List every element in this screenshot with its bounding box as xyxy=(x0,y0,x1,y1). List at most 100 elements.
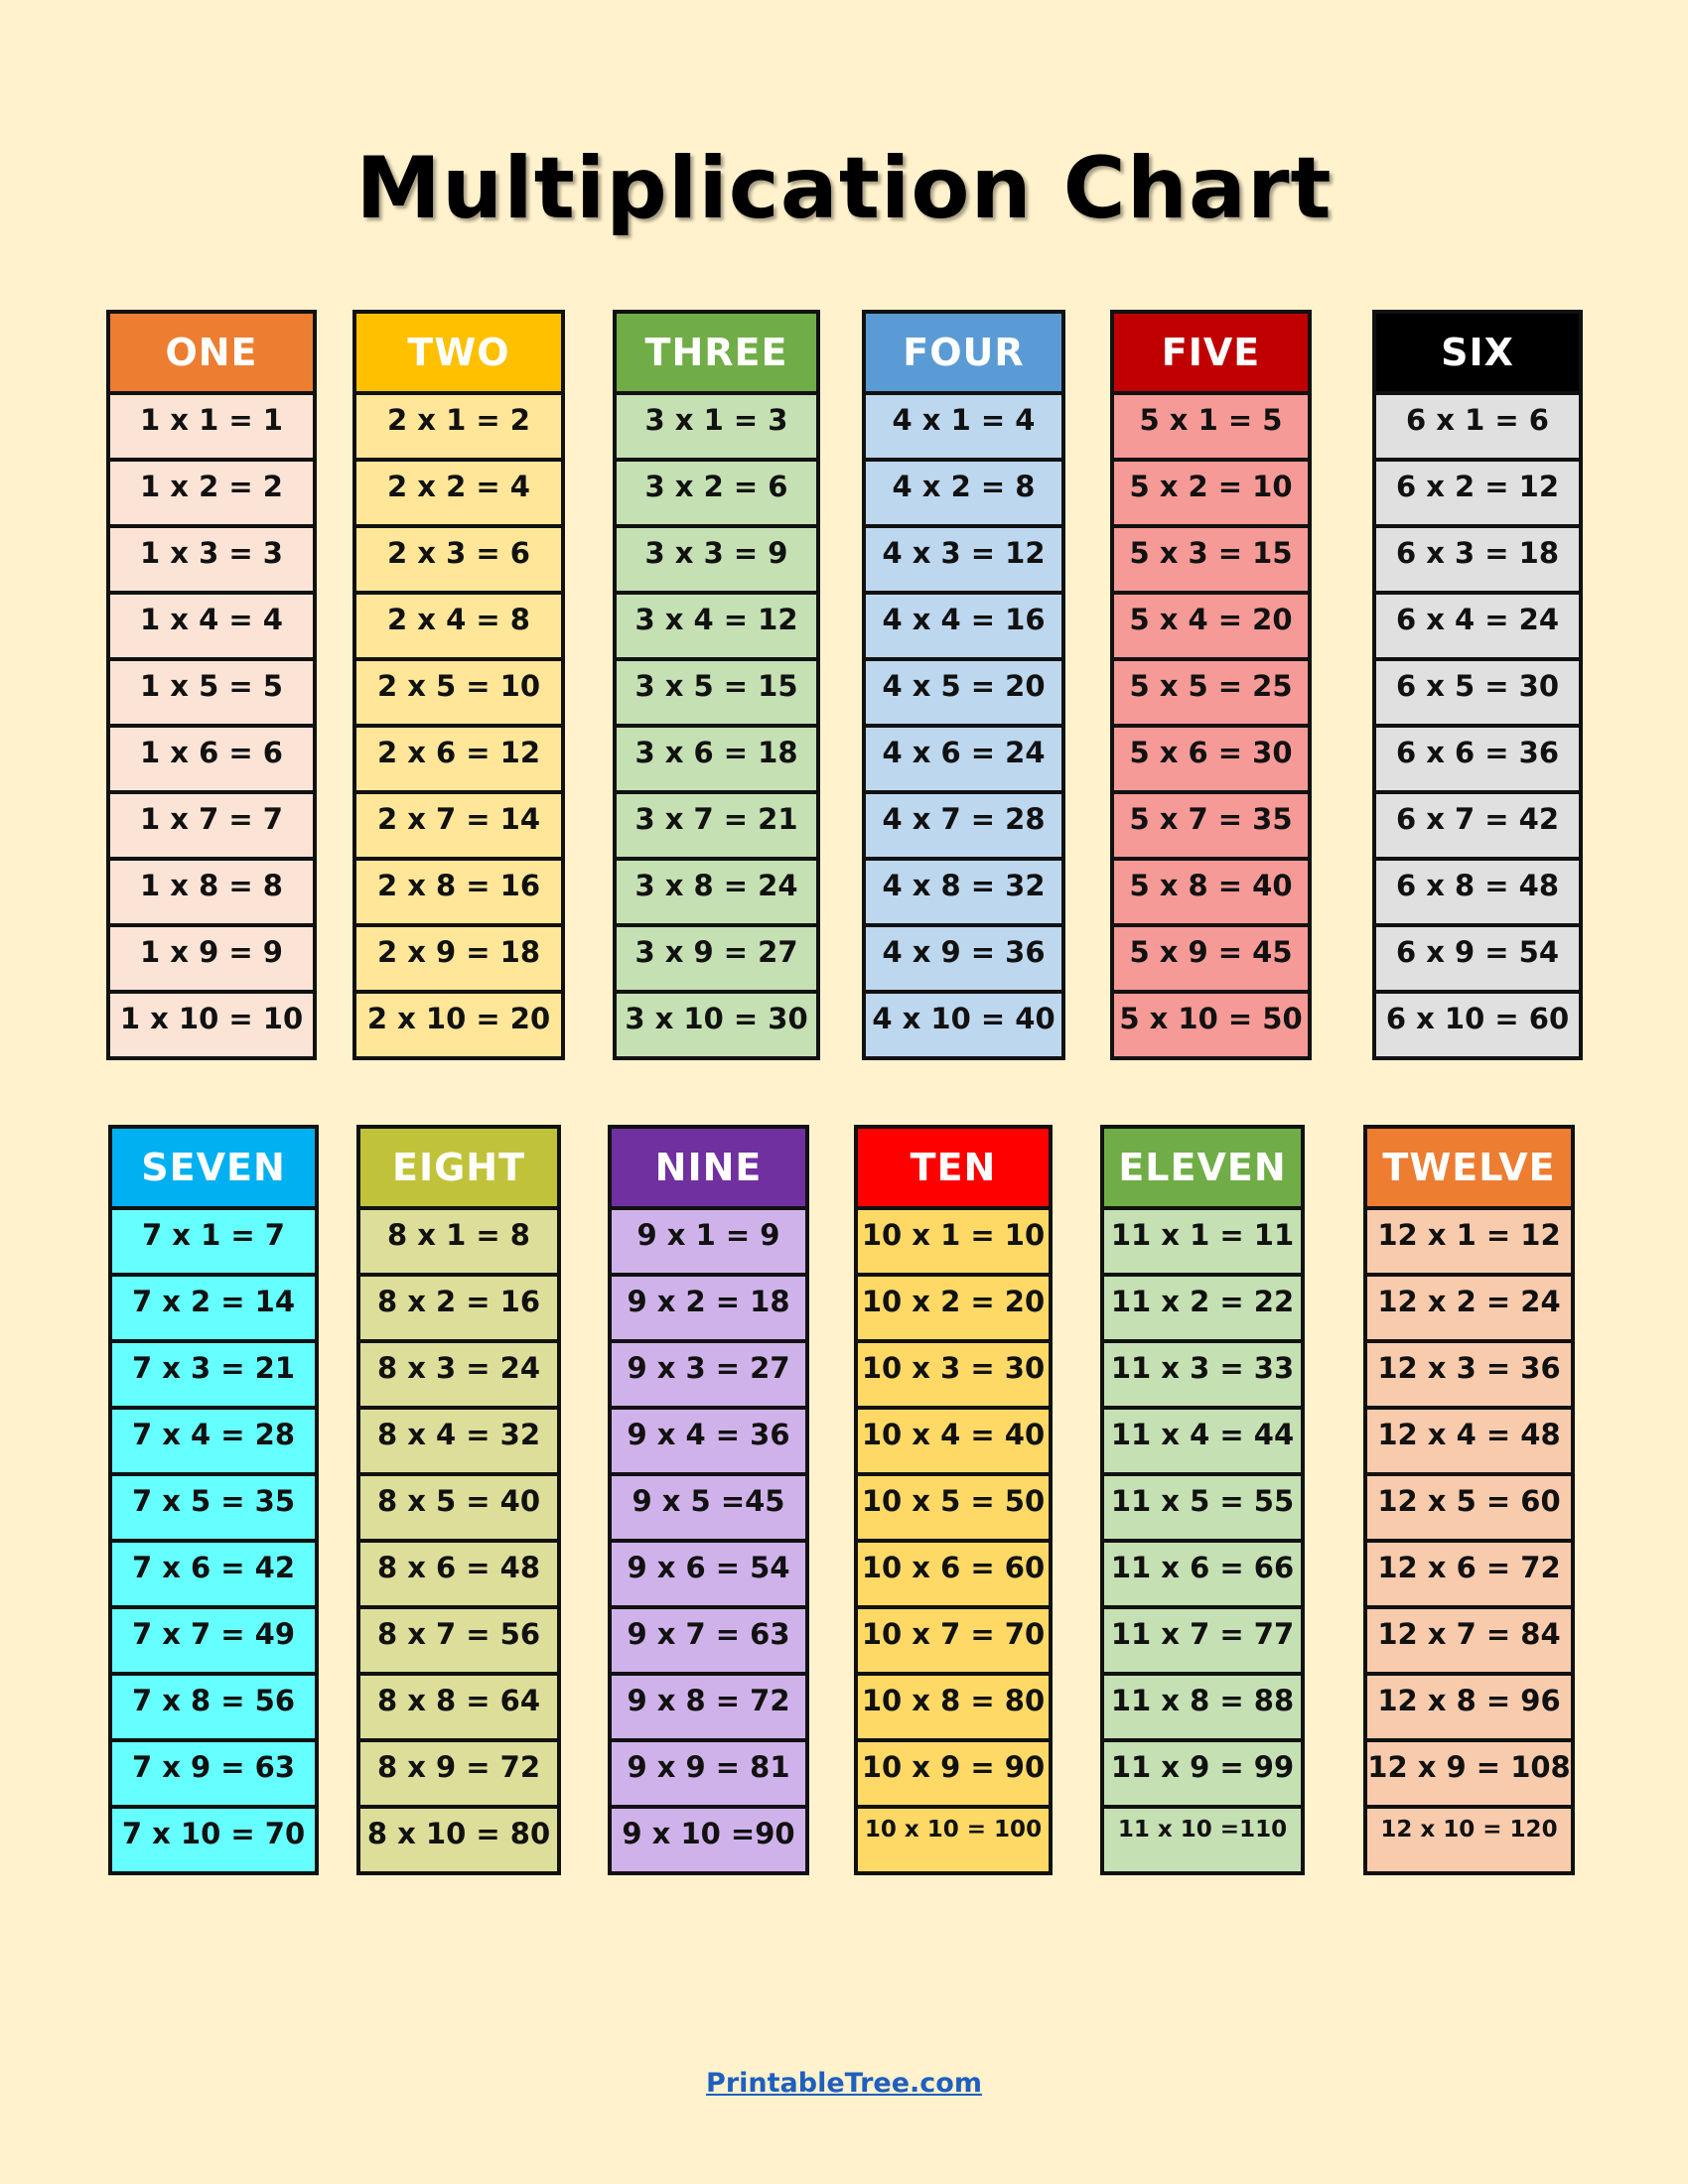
table-row: 11 x 4 = 44 xyxy=(1104,1410,1301,1476)
table-row: 10 x 1 = 10 xyxy=(858,1210,1049,1277)
table-row: 11 x 5 = 55 xyxy=(1104,1476,1301,1543)
table-row: 2 x 9 = 18 xyxy=(356,927,561,994)
table-row: 10 x 5 = 50 xyxy=(858,1476,1049,1543)
table-row: 6 x 2 = 12 xyxy=(1376,462,1579,528)
table-row: 12 x 1 = 12 xyxy=(1367,1210,1571,1277)
table-row: 8 x 6 = 48 xyxy=(360,1543,557,1609)
table-row: 10 x 10 = 100 xyxy=(864,1817,1043,1843)
table-row: 5 x 8 = 40 xyxy=(1114,861,1308,927)
table-row: 4 x 1 = 4 xyxy=(866,395,1061,462)
table-row: 5 x 3 = 15 xyxy=(1114,528,1308,595)
table-row: 12 x 4 = 48 xyxy=(1367,1410,1571,1476)
table-row: 7 x 7 = 49 xyxy=(112,1609,315,1676)
table-row: 3 x 2 = 6 xyxy=(617,462,816,528)
table-row: 3 x 10 = 30 xyxy=(625,1002,808,1035)
table-row: 5 x 5 = 25 xyxy=(1114,661,1308,728)
table-row: 9 x 5 =45 xyxy=(612,1476,805,1543)
table-row: 6 x 9 = 54 xyxy=(1376,927,1579,994)
table-row: 5 x 1 = 5 xyxy=(1114,395,1308,462)
table-row: 4 x 3 = 12 xyxy=(866,528,1061,595)
table-row: 6 x 5 = 30 xyxy=(1376,661,1579,728)
table-header: FOUR xyxy=(866,314,1061,395)
table-row: 8 x 4 = 32 xyxy=(360,1410,557,1476)
table-row: 8 x 8 = 64 xyxy=(360,1676,557,1742)
table-row: 1 x 1 = 1 xyxy=(110,395,313,462)
table-row: 5 x 10 = 50 xyxy=(1119,1002,1303,1035)
table-row: 12 x 7 = 84 xyxy=(1367,1609,1571,1676)
table-row: 3 x 3 = 9 xyxy=(617,528,816,595)
table-row: 9 x 3 = 27 xyxy=(612,1343,805,1410)
table-row: 4 x 5 = 20 xyxy=(866,661,1061,728)
table-row: 9 x 8 = 72 xyxy=(612,1676,805,1742)
table-row: 9 x 2 = 18 xyxy=(612,1277,805,1343)
table-row: 9 x 4 = 36 xyxy=(612,1410,805,1476)
table-row: 9 x 6 = 54 xyxy=(612,1543,805,1609)
table-row: 1 x 6 = 6 xyxy=(110,728,313,794)
table-row: 1 x 4 = 4 xyxy=(110,595,313,661)
table-row: 6 x 3 = 18 xyxy=(1376,528,1579,595)
table-row: 12 x 5 = 60 xyxy=(1367,1476,1571,1543)
table-row: 9 x 10 =90 xyxy=(622,1817,795,1850)
table-row: 11 x 10 =110 xyxy=(1117,1817,1288,1843)
table-row: 2 x 3 = 6 xyxy=(356,528,561,595)
table-ten: TEN 10 x 1 = 10 10 x 2 = 20 10 x 3 = 30 10 x… xyxy=(854,1125,1053,1875)
table-header: ELEVEN xyxy=(1104,1129,1301,1210)
table-header: FIVE xyxy=(1114,314,1308,395)
table-row: 10 x 7 = 70 xyxy=(858,1609,1049,1676)
table-row: 8 x 9 = 72 xyxy=(360,1742,557,1809)
footer: PrintableTree.com xyxy=(0,2068,1688,2099)
table-row: 3 x 9 = 27 xyxy=(617,927,816,994)
table-row: 2 x 10 = 20 xyxy=(366,1002,551,1035)
table-row: 7 x 4 = 28 xyxy=(112,1410,315,1476)
footer-link[interactable]: PrintableTree.com xyxy=(706,2068,982,2099)
table-twelve: TWELVE 12 x 1 = 12 12 x 2 = 24 12 x 3 = 36 1… xyxy=(1363,1125,1575,1875)
table-row: 3 x 4 = 12 xyxy=(617,595,816,661)
table-row: 6 x 8 = 48 xyxy=(1376,861,1579,927)
table-row: 3 x 5 = 15 xyxy=(617,661,816,728)
table-row: 6 x 4 = 24 xyxy=(1376,595,1579,661)
table-row: 10 x 3 = 30 xyxy=(858,1343,1049,1410)
table-row: 11 x 6 = 66 xyxy=(1104,1543,1301,1609)
table-row: 7 x 1 = 7 xyxy=(112,1210,315,1277)
table-row: 8 x 5 = 40 xyxy=(360,1476,557,1543)
table-header: TEN xyxy=(858,1129,1049,1210)
table-row: 1 x 5 = 5 xyxy=(110,661,313,728)
table-row: 9 x 1 = 9 xyxy=(612,1210,805,1277)
table-row: 6 x 1 = 6 xyxy=(1376,395,1579,462)
table-row: 8 x 10 = 80 xyxy=(366,1817,551,1850)
table-row: 1 x 7 = 7 xyxy=(110,794,313,861)
table-row: 8 x 7 = 56 xyxy=(360,1609,557,1676)
table-row: 12 x 6 = 72 xyxy=(1367,1543,1571,1609)
table-row: 1 x 9 = 9 xyxy=(110,927,313,994)
table-row: 5 x 4 = 20 xyxy=(1114,595,1308,661)
table-row: 7 x 2 = 14 xyxy=(112,1277,315,1343)
table-row: 7 x 3 = 21 xyxy=(112,1343,315,1410)
table-row: 10 x 2 = 20 xyxy=(858,1277,1049,1343)
table-row: 1 x 8 = 8 xyxy=(110,861,313,927)
table-header: TWELVE xyxy=(1367,1129,1571,1210)
table-row: 5 x 7 = 35 xyxy=(1114,794,1308,861)
table-row: 4 x 2 = 8 xyxy=(866,462,1061,528)
table-header: EIGHT xyxy=(360,1129,557,1210)
table-row: 2 x 5 = 10 xyxy=(356,661,561,728)
table-row: 2 x 7 = 14 xyxy=(356,794,561,861)
table-eleven: ELEVEN 11 x 1 = 11 11 x 2 = 22 11 x 3 = 33 1… xyxy=(1100,1125,1305,1875)
page-title: Multiplication Chart xyxy=(355,139,1333,238)
table-row: 1 x 10 = 10 xyxy=(119,1002,304,1035)
table-row: 12 x 10 = 120 xyxy=(1380,1817,1558,1843)
table-row: 6 x 6 = 36 xyxy=(1376,728,1579,794)
table-header: SEVEN xyxy=(112,1129,315,1210)
table-row: 2 x 8 = 16 xyxy=(356,861,561,927)
table-row: 2 x 6 = 12 xyxy=(356,728,561,794)
table-header: ONE xyxy=(110,314,313,395)
table-row: 12 x 9 = 108 xyxy=(1367,1742,1571,1809)
table-row: 6 x 7 = 42 xyxy=(1376,794,1579,861)
table-row: 7 x 9 = 63 xyxy=(112,1742,315,1809)
